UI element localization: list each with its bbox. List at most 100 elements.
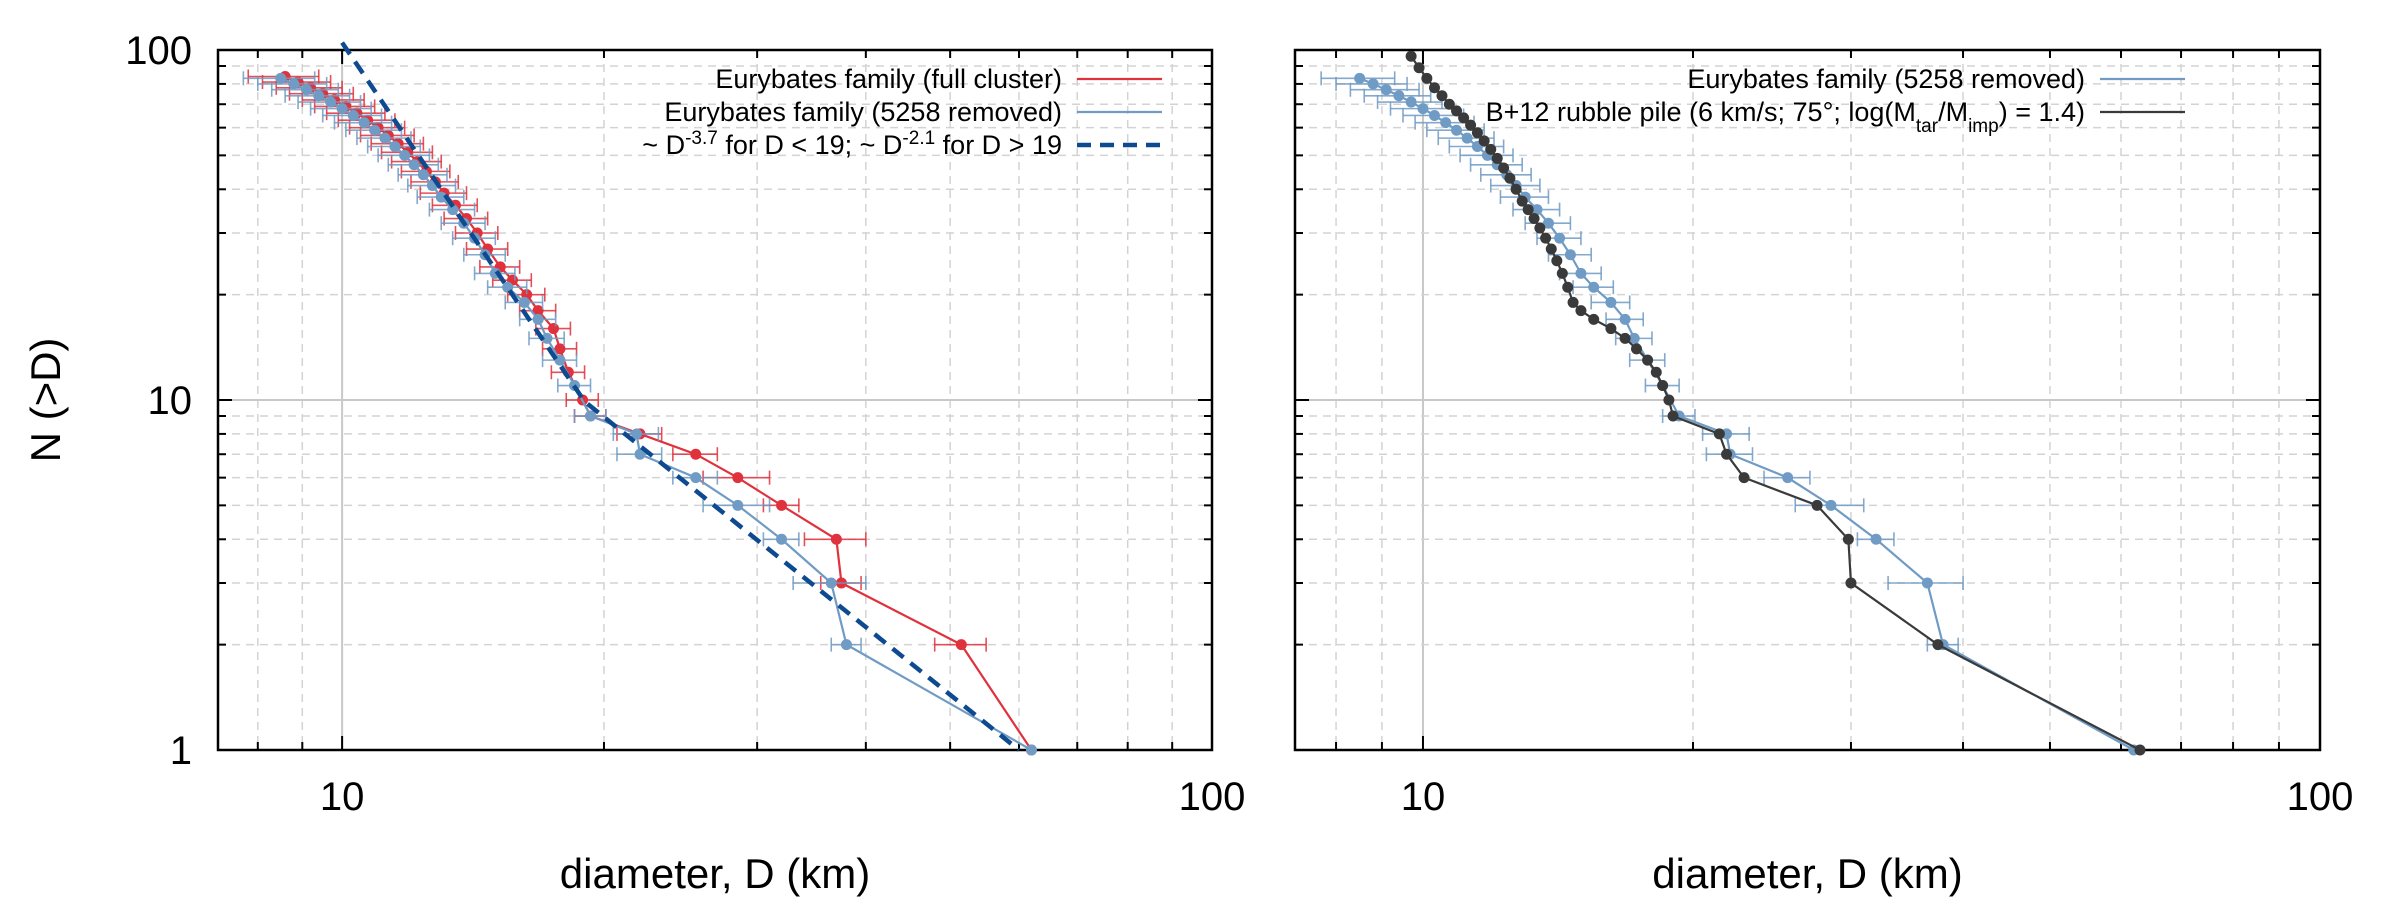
- data-point: [347, 109, 359, 121]
- data-point: [1491, 152, 1503, 164]
- data-point: [1504, 172, 1516, 184]
- legend: Eurybates family (full cluster)Eurybates…: [642, 64, 1162, 160]
- data-point: [634, 448, 646, 460]
- x-tick-label: 100: [2287, 775, 2354, 819]
- data-point: [1605, 323, 1617, 335]
- data-point: [1428, 109, 1440, 121]
- data-point: [1436, 90, 1448, 102]
- data-point: [1562, 281, 1574, 293]
- data-point: [1713, 428, 1725, 440]
- data-point: [1588, 313, 1600, 325]
- data-point: [1588, 281, 1600, 293]
- data-point: [690, 472, 702, 484]
- y-axis-label: N (>D): [22, 338, 69, 463]
- data-point: [1657, 380, 1669, 392]
- data-point: [830, 533, 842, 545]
- data-point: [1534, 222, 1546, 234]
- data-point: [408, 159, 420, 171]
- series-data: [1320, 71, 2140, 756]
- data-point: [1413, 62, 1425, 74]
- data-point: [435, 191, 447, 203]
- data-point: [399, 149, 411, 161]
- data-point: [1551, 255, 1563, 267]
- data-point: [1478, 135, 1490, 147]
- data-point: [1619, 332, 1631, 344]
- data-point: [2134, 744, 2146, 756]
- series-line: [284, 75, 1033, 751]
- data-point: [585, 410, 597, 422]
- data-point: [532, 305, 544, 317]
- fit-line: [340, 41, 1021, 752]
- data-point: [325, 96, 337, 108]
- data-point: [1428, 82, 1440, 94]
- data-point: [554, 343, 566, 355]
- data-point: [732, 472, 744, 484]
- data-point: [1367, 78, 1379, 90]
- data-point: [1575, 267, 1587, 279]
- series-data: [247, 69, 1037, 756]
- legend-label: Eurybates family (full cluster): [715, 64, 1062, 94]
- data-point: [369, 124, 381, 136]
- x-tick-label: 10: [320, 775, 365, 819]
- data-point: [379, 132, 391, 144]
- data-point: [1522, 204, 1534, 216]
- data-point: [690, 448, 702, 460]
- data-point: [1542, 217, 1554, 229]
- legend-label: Eurybates family (5258 removed): [1687, 64, 2085, 94]
- data-point: [1564, 249, 1576, 261]
- y-tick-label: 100: [125, 29, 192, 73]
- series-fit-line: [340, 41, 1021, 752]
- series-data: [1405, 50, 2146, 756]
- data-point: [1516, 195, 1528, 207]
- series-data: [242, 71, 1037, 756]
- data-point: [1554, 232, 1566, 244]
- data-point: [300, 84, 312, 96]
- data-point: [1619, 313, 1631, 325]
- left-panel: 10 100 1 10 100 diameter, D (km) Eurybates fam…: [125, 29, 1245, 897]
- data-point: [1825, 499, 1837, 511]
- data-point: [1738, 472, 1750, 484]
- x-axis-label: diameter, D (km): [560, 850, 870, 897]
- x-axis-label: diameter, D (km): [1652, 850, 1962, 897]
- data-point: [1510, 183, 1522, 195]
- data-point: [1405, 96, 1417, 108]
- data-point: [776, 499, 788, 511]
- data-point: [1451, 124, 1463, 136]
- data-point: [825, 577, 837, 589]
- data-point: [955, 639, 967, 651]
- data-point: [1545, 243, 1557, 255]
- data-point: [1451, 105, 1463, 117]
- data-point: [1650, 366, 1662, 378]
- data-point: [1461, 132, 1473, 144]
- data-point: [840, 639, 852, 651]
- data-point: [1443, 98, 1455, 110]
- data-point: [447, 204, 459, 216]
- data-point: [1498, 162, 1510, 174]
- legend-label: Eurybates family (5258 removed): [664, 97, 1062, 127]
- data-point: [1782, 472, 1794, 484]
- data-point: [288, 78, 300, 90]
- series-line: [1410, 55, 2141, 751]
- data-point: [532, 313, 544, 325]
- data-point: [275, 72, 287, 84]
- data-point: [1932, 639, 1944, 651]
- legend-label: ~ D-3.7 for D < 19; ~ D-2.1 for D > 19: [642, 128, 1062, 161]
- x-tick-label: 100: [1179, 775, 1246, 819]
- data-point: [1921, 577, 1933, 589]
- data-point: [1845, 577, 1857, 589]
- data-point: [1528, 213, 1540, 225]
- data-point: [1842, 533, 1854, 545]
- series-line: [280, 77, 1032, 751]
- data-point: [1465, 119, 1477, 131]
- data-point: [631, 428, 643, 440]
- data-point: [1628, 332, 1640, 344]
- legend: Eurybates family (5258 removed)B+12 rubb…: [1486, 64, 2185, 137]
- data-point: [518, 296, 530, 308]
- data-point: [389, 141, 401, 153]
- data-point: [732, 499, 744, 511]
- data-point: [1393, 90, 1405, 102]
- data-point: [1380, 84, 1392, 96]
- data-point: [1405, 50, 1417, 62]
- data-point: [541, 332, 553, 344]
- data-point: [1531, 204, 1543, 216]
